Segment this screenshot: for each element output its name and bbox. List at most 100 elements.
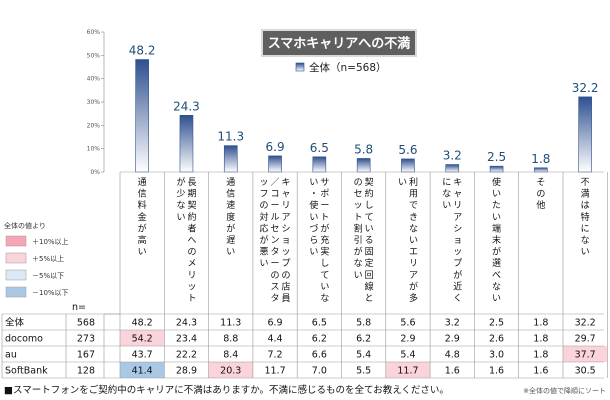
table-cell: 23.4 xyxy=(176,334,197,345)
y-tick-label: 40% xyxy=(87,76,101,83)
row-label: au xyxy=(5,350,17,361)
svg-text:契約している固定回線とのセット割引がない: 契約している固定回線とのセット割引がない xyxy=(354,176,374,304)
table-cell: 43.7 xyxy=(132,350,153,361)
y-tick-label: 10% xyxy=(87,146,101,153)
chart-title: スマホキャリアへの不満 xyxy=(268,36,411,52)
svg-text:使いたい端末が選べない: 使いたい端末が選べない xyxy=(492,176,501,304)
row-label: docomo xyxy=(5,334,43,345)
table-cell: 24.3 xyxy=(176,318,197,329)
table-cell: 2.5 xyxy=(489,318,504,329)
table-row: SoftBank 128 41.4 28.9 20.3 11.7 7.0 5.5 11.7 1.6… xyxy=(5,362,596,378)
table-cell: 1.8 xyxy=(533,350,548,361)
table-cell: 2.9 xyxy=(445,334,460,345)
highlight-cell xyxy=(208,362,253,378)
table-cell: 54.2 xyxy=(132,334,153,345)
series-legend: 全体（n=568） xyxy=(295,61,387,74)
footer-question: ■スマートフォンをご契約中のキャリアに不満はありますか。不満に感じるものを全てお… xyxy=(4,384,449,396)
table-cell: 5.8 xyxy=(356,318,371,329)
bar xyxy=(179,115,194,173)
highlight-swatch xyxy=(5,269,27,281)
svg-text:その他: その他 xyxy=(536,177,545,211)
table-cell: 28.9 xyxy=(176,366,197,377)
category-label: キャリアショップが近くにない xyxy=(442,177,462,304)
category-labels: 通信料金が高い 長期契約者へのメリットが少ない 通信速度が遅い キャリアショップの店員… xyxy=(119,171,608,314)
table-cell: 1.8 xyxy=(533,334,548,345)
table-cell: 29.7 xyxy=(575,334,596,345)
highlight-label: ＋5%以上 xyxy=(32,254,64,263)
bar-value-label: 2.5 xyxy=(487,150,506,164)
table-cell: 22.2 xyxy=(176,350,197,361)
table-cell: 3.0 xyxy=(489,350,504,361)
table-cell: 8.8 xyxy=(223,334,238,345)
table-cell: 1.6 xyxy=(445,366,460,377)
bar xyxy=(445,164,460,173)
bar xyxy=(489,165,504,173)
bar xyxy=(312,156,327,173)
table-cell: 2.9 xyxy=(400,334,415,345)
highlight-cell xyxy=(563,346,608,362)
table-cell: 11.7 xyxy=(264,366,285,377)
highlight-cell xyxy=(385,362,431,378)
bar-value-label: 3.2 xyxy=(443,149,462,163)
svg-text:キャリアショップが近くにない: キャリアショップが近くにない xyxy=(442,177,462,304)
category-label: キャリアショップの店員／コールセンターのスタッフの対応が悪い xyxy=(260,177,291,304)
category-label: 通信速度が遅い xyxy=(226,177,235,258)
table-cell: 11.7 xyxy=(397,366,418,377)
table-cell: 6.2 xyxy=(356,334,371,345)
bar-value-label: 5.8 xyxy=(354,142,373,156)
n-column-header: n= xyxy=(72,302,86,313)
bar-value-label: 11.3 xyxy=(217,130,244,144)
bar-value-label: 32.2 xyxy=(572,81,599,95)
category-label: 不満は特にない xyxy=(581,177,590,258)
table-row: 全体 568 48.2 24.3 11.3 6.9 6.5 5.8 5.6 3.2 2.5 1.8 32… xyxy=(5,317,596,329)
table-cell: 41.4 xyxy=(132,366,153,377)
table-cell: 2.6 xyxy=(489,334,504,345)
table-cell: 5.6 xyxy=(400,318,415,329)
svg-text:キャリアショップの店員／コールセンターのスタッフの対応が悪い: キャリアショップの店員／コールセンターのスタッフの対応が悪い xyxy=(260,177,291,304)
highlight-label: －10%以下 xyxy=(32,289,69,297)
table-cell: 6.5 xyxy=(312,318,327,329)
series-legend-label: 全体（n=568） xyxy=(309,61,387,74)
value-labels: 48.2 24.3 11.3 6.9 6.5 5.8 5.6 3.2 2.5 1.8 32.2 xyxy=(129,44,599,166)
bar-value-label: 24.3 xyxy=(173,99,200,113)
table-cell: 1.6 xyxy=(533,366,548,377)
category-label: 使いたい端末が選べない xyxy=(492,176,501,304)
row-label: 全体 xyxy=(5,317,25,329)
y-tick-label: 20% xyxy=(87,122,101,129)
bar-series xyxy=(135,59,592,173)
highlight-label: －5%以下 xyxy=(32,272,64,280)
table-cell: 8.4 xyxy=(223,350,238,361)
highlight-swatch xyxy=(5,235,27,247)
bar-value-label: 5.6 xyxy=(398,143,417,157)
table-cell: 4.4 xyxy=(267,334,282,345)
table-cell: 3.2 xyxy=(445,318,460,329)
category-label: サポートが充実していない・使いづらい xyxy=(309,177,329,304)
table-cell: 5.5 xyxy=(356,366,371,377)
bar-value-label: 1.8 xyxy=(531,152,550,166)
highlight-cell xyxy=(120,362,165,378)
table-cell: 11.3 xyxy=(220,318,241,329)
svg-text:不満は特にない: 不満は特にない xyxy=(581,177,590,258)
table-cell: 1.8 xyxy=(533,318,548,329)
category-label: 契約している固定回線とのセット割引がない xyxy=(354,176,374,304)
y-tick-label: 60% xyxy=(87,29,101,36)
table-cell: 6.2 xyxy=(312,334,327,345)
bar xyxy=(135,59,149,173)
svg-text:通信速度が遅い: 通信速度が遅い xyxy=(226,177,235,258)
table-cell: 37.7 xyxy=(575,350,596,361)
bar xyxy=(268,155,282,173)
row-label: SoftBank xyxy=(5,366,48,377)
table-cell: 30.5 xyxy=(575,366,596,377)
y-tick-label: 30% xyxy=(87,99,101,106)
table-cell: 5.4 xyxy=(400,350,415,361)
svg-text:サポートが充実していない・使いづらい: サポートが充実していない・使いづらい xyxy=(309,177,329,304)
category-label: 利用できないエリアが多い xyxy=(398,176,418,304)
bar-value-label: 6.9 xyxy=(266,140,285,154)
table-cell: 7.2 xyxy=(267,350,282,361)
table-row: au 167 43.7 22.2 8.4 7.2 6.6 5.4 5.4 4.8 3.0 1.8 37.… xyxy=(5,346,608,362)
bar xyxy=(356,158,371,173)
row-n: 128 xyxy=(77,366,95,377)
highlight-cell xyxy=(120,330,165,346)
